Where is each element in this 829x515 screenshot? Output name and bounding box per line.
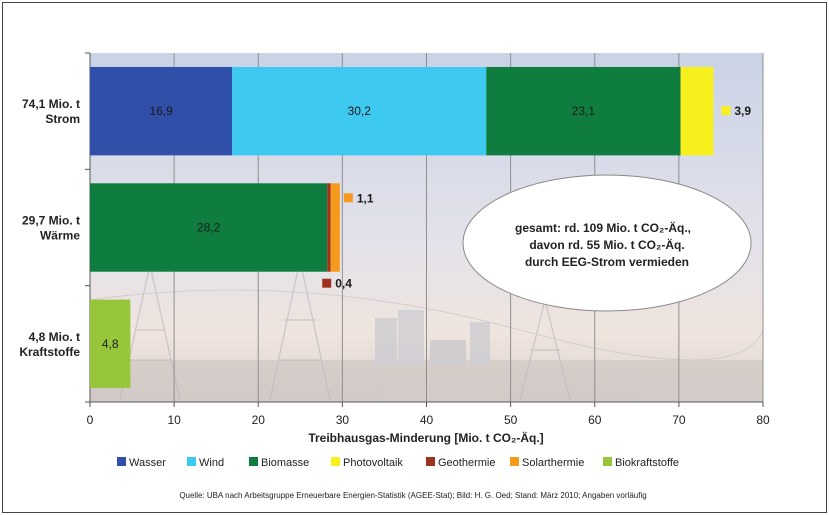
category-label-name: Kraftstoffe bbox=[19, 345, 80, 359]
legend-swatch-photovoltaik bbox=[331, 457, 340, 466]
category-label-name: Wärme bbox=[40, 229, 80, 243]
bar-segment-wind bbox=[232, 66, 487, 156]
category-label-name: Strom bbox=[45, 112, 80, 126]
data-label-marker bbox=[343, 193, 353, 203]
bar-segment-wasser bbox=[90, 66, 233, 156]
data-label: 4,8 bbox=[102, 337, 119, 351]
source-note: Quelle: UBA nach Arbeitsgruppe Erneuerba… bbox=[179, 491, 646, 500]
data-label-marker bbox=[322, 278, 332, 288]
x-tick-label: 20 bbox=[252, 413, 266, 427]
data-label-marker bbox=[721, 106, 731, 116]
legend-label-biomasse: Biomasse bbox=[261, 457, 309, 469]
data-label: 30,2 bbox=[348, 104, 372, 118]
bar-segment-biokraftstoffe bbox=[90, 299, 131, 389]
bar-segment-biomasse bbox=[90, 183, 328, 272]
annotation-line-1: gesamt: rd. 109 Mio. t CO₂-Äq., bbox=[515, 220, 691, 235]
legend-swatch-biomasse bbox=[249, 457, 258, 466]
data-label: 23,1 bbox=[572, 104, 596, 118]
legend-swatch-geothermie bbox=[426, 457, 435, 466]
bar-segment-solarthermie bbox=[330, 183, 340, 272]
legend-swatch-wasser bbox=[117, 457, 126, 466]
legend-label-photovoltaik: Photovoltaik bbox=[343, 457, 403, 469]
x-tick-label: 30 bbox=[336, 413, 350, 427]
category-label-value: 29,7 Mio. t bbox=[22, 214, 80, 228]
legend-swatch-wind bbox=[187, 457, 196, 466]
x-tick-label: 60 bbox=[588, 413, 602, 427]
x-tick-label: 50 bbox=[504, 413, 518, 427]
legend-swatch-solarthermie bbox=[510, 457, 519, 466]
legend-label-geothermie: Geothermie bbox=[438, 457, 495, 469]
legend-label-wind: Wind bbox=[199, 457, 224, 469]
x-tick-label: 40 bbox=[420, 413, 434, 427]
x-axis-title: Treibhausgas-Minderung [Mio. t CO₂-Äq.] bbox=[308, 430, 543, 445]
data-label: 16,9 bbox=[149, 104, 173, 118]
data-label: 3,9 bbox=[734, 104, 751, 118]
legend-label-solarthermie: Solarthermie bbox=[522, 457, 584, 469]
data-label: 28,2 bbox=[197, 221, 221, 235]
annotation: gesamt: rd. 109 Mio. t CO₂-Äq., davon rd… bbox=[462, 174, 752, 312]
legend-label-biokraftstoffe: Biokraftstoffe bbox=[615, 457, 679, 469]
data-label: 1,1 bbox=[357, 191, 374, 205]
legend-swatch-biokraftstoffe bbox=[603, 457, 612, 466]
annotation-ellipse bbox=[462, 174, 752, 312]
category-label-value: 4,8 Mio. t bbox=[29, 330, 80, 344]
legend-label-wasser: Wasser bbox=[129, 457, 166, 469]
data-label: 0,4 bbox=[335, 277, 352, 291]
x-tick-label: 0 bbox=[87, 413, 94, 427]
x-tick-label: 10 bbox=[167, 413, 181, 427]
category-label-value: 74,1 Mio. t bbox=[22, 97, 80, 111]
x-tick-label: 70 bbox=[672, 413, 686, 427]
bar-segment-biomasse bbox=[486, 66, 681, 156]
bar-segment-photovoltaik bbox=[680, 66, 714, 156]
bar-segment-geothermie bbox=[327, 183, 331, 272]
annotation-line-3: durch EEG-Strom vermieden bbox=[525, 255, 689, 269]
x-tick-label: 80 bbox=[756, 413, 770, 427]
annotation-line-2: davon rd. 55 Mio. t CO₂-Äq. bbox=[529, 237, 684, 252]
